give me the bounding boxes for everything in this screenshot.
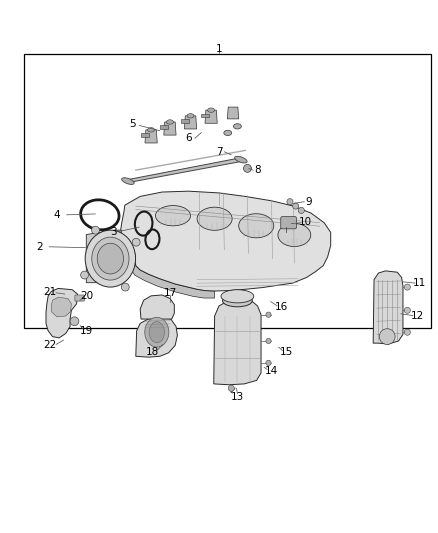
Text: 18: 18 bbox=[146, 347, 159, 357]
Text: 6: 6 bbox=[185, 133, 192, 143]
Polygon shape bbox=[129, 260, 215, 298]
Circle shape bbox=[132, 238, 140, 246]
Bar bbox=[181, 119, 189, 123]
Text: 19: 19 bbox=[80, 326, 93, 336]
Text: 10: 10 bbox=[299, 217, 312, 227]
Polygon shape bbox=[145, 130, 157, 143]
Circle shape bbox=[266, 360, 271, 366]
Ellipse shape bbox=[166, 120, 173, 124]
Ellipse shape bbox=[85, 230, 136, 287]
Polygon shape bbox=[227, 107, 239, 119]
Text: 7: 7 bbox=[215, 147, 223, 157]
Polygon shape bbox=[46, 288, 78, 338]
Polygon shape bbox=[164, 122, 176, 135]
Polygon shape bbox=[373, 271, 403, 344]
Ellipse shape bbox=[122, 177, 134, 184]
Ellipse shape bbox=[233, 124, 241, 129]
Bar bbox=[141, 133, 149, 137]
Ellipse shape bbox=[155, 206, 191, 226]
Bar bbox=[24, 54, 431, 328]
Text: 9: 9 bbox=[305, 197, 312, 207]
Text: 12: 12 bbox=[411, 311, 424, 320]
Text: 15: 15 bbox=[280, 347, 293, 357]
Text: 11: 11 bbox=[413, 278, 426, 288]
Text: 8: 8 bbox=[254, 165, 261, 175]
Text: 17: 17 bbox=[163, 288, 177, 298]
Polygon shape bbox=[184, 116, 197, 129]
Circle shape bbox=[121, 283, 129, 291]
Circle shape bbox=[404, 307, 410, 313]
Ellipse shape bbox=[97, 243, 124, 274]
Text: 4: 4 bbox=[53, 210, 60, 220]
Polygon shape bbox=[127, 158, 242, 182]
Polygon shape bbox=[51, 297, 71, 317]
Polygon shape bbox=[214, 300, 261, 385]
Ellipse shape bbox=[278, 223, 311, 247]
Ellipse shape bbox=[197, 207, 232, 230]
Text: 20: 20 bbox=[80, 291, 93, 301]
Polygon shape bbox=[205, 110, 217, 123]
Ellipse shape bbox=[187, 114, 194, 118]
Ellipse shape bbox=[145, 317, 169, 347]
Text: 16: 16 bbox=[275, 302, 288, 312]
Text: 13: 13 bbox=[231, 392, 244, 402]
Ellipse shape bbox=[208, 108, 215, 112]
Text: 22: 22 bbox=[44, 341, 57, 350]
Polygon shape bbox=[140, 295, 174, 319]
Polygon shape bbox=[136, 317, 177, 357]
Ellipse shape bbox=[149, 322, 164, 343]
FancyBboxPatch shape bbox=[281, 216, 297, 229]
Ellipse shape bbox=[92, 237, 129, 280]
Text: 3: 3 bbox=[110, 228, 117, 237]
Circle shape bbox=[228, 385, 234, 391]
Text: 5: 5 bbox=[129, 119, 136, 129]
Circle shape bbox=[244, 165, 251, 172]
Circle shape bbox=[266, 312, 271, 317]
Text: 1: 1 bbox=[215, 44, 223, 54]
Text: 14: 14 bbox=[265, 366, 278, 376]
Circle shape bbox=[298, 207, 304, 214]
Ellipse shape bbox=[239, 214, 274, 238]
FancyBboxPatch shape bbox=[75, 295, 85, 301]
Bar bbox=[160, 125, 168, 129]
Bar bbox=[201, 114, 209, 117]
Text: 21: 21 bbox=[44, 287, 57, 297]
Circle shape bbox=[287, 199, 293, 205]
Circle shape bbox=[404, 284, 410, 290]
Circle shape bbox=[379, 329, 395, 344]
Polygon shape bbox=[120, 191, 331, 291]
Ellipse shape bbox=[235, 156, 247, 163]
Circle shape bbox=[266, 338, 271, 344]
Ellipse shape bbox=[223, 295, 252, 307]
Ellipse shape bbox=[148, 128, 155, 132]
Circle shape bbox=[70, 317, 79, 326]
Circle shape bbox=[81, 271, 88, 279]
Circle shape bbox=[293, 203, 299, 209]
Polygon shape bbox=[86, 230, 121, 282]
Circle shape bbox=[92, 226, 99, 234]
Ellipse shape bbox=[221, 290, 254, 303]
Ellipse shape bbox=[224, 130, 232, 135]
Circle shape bbox=[404, 329, 410, 335]
Text: 2: 2 bbox=[36, 242, 43, 252]
